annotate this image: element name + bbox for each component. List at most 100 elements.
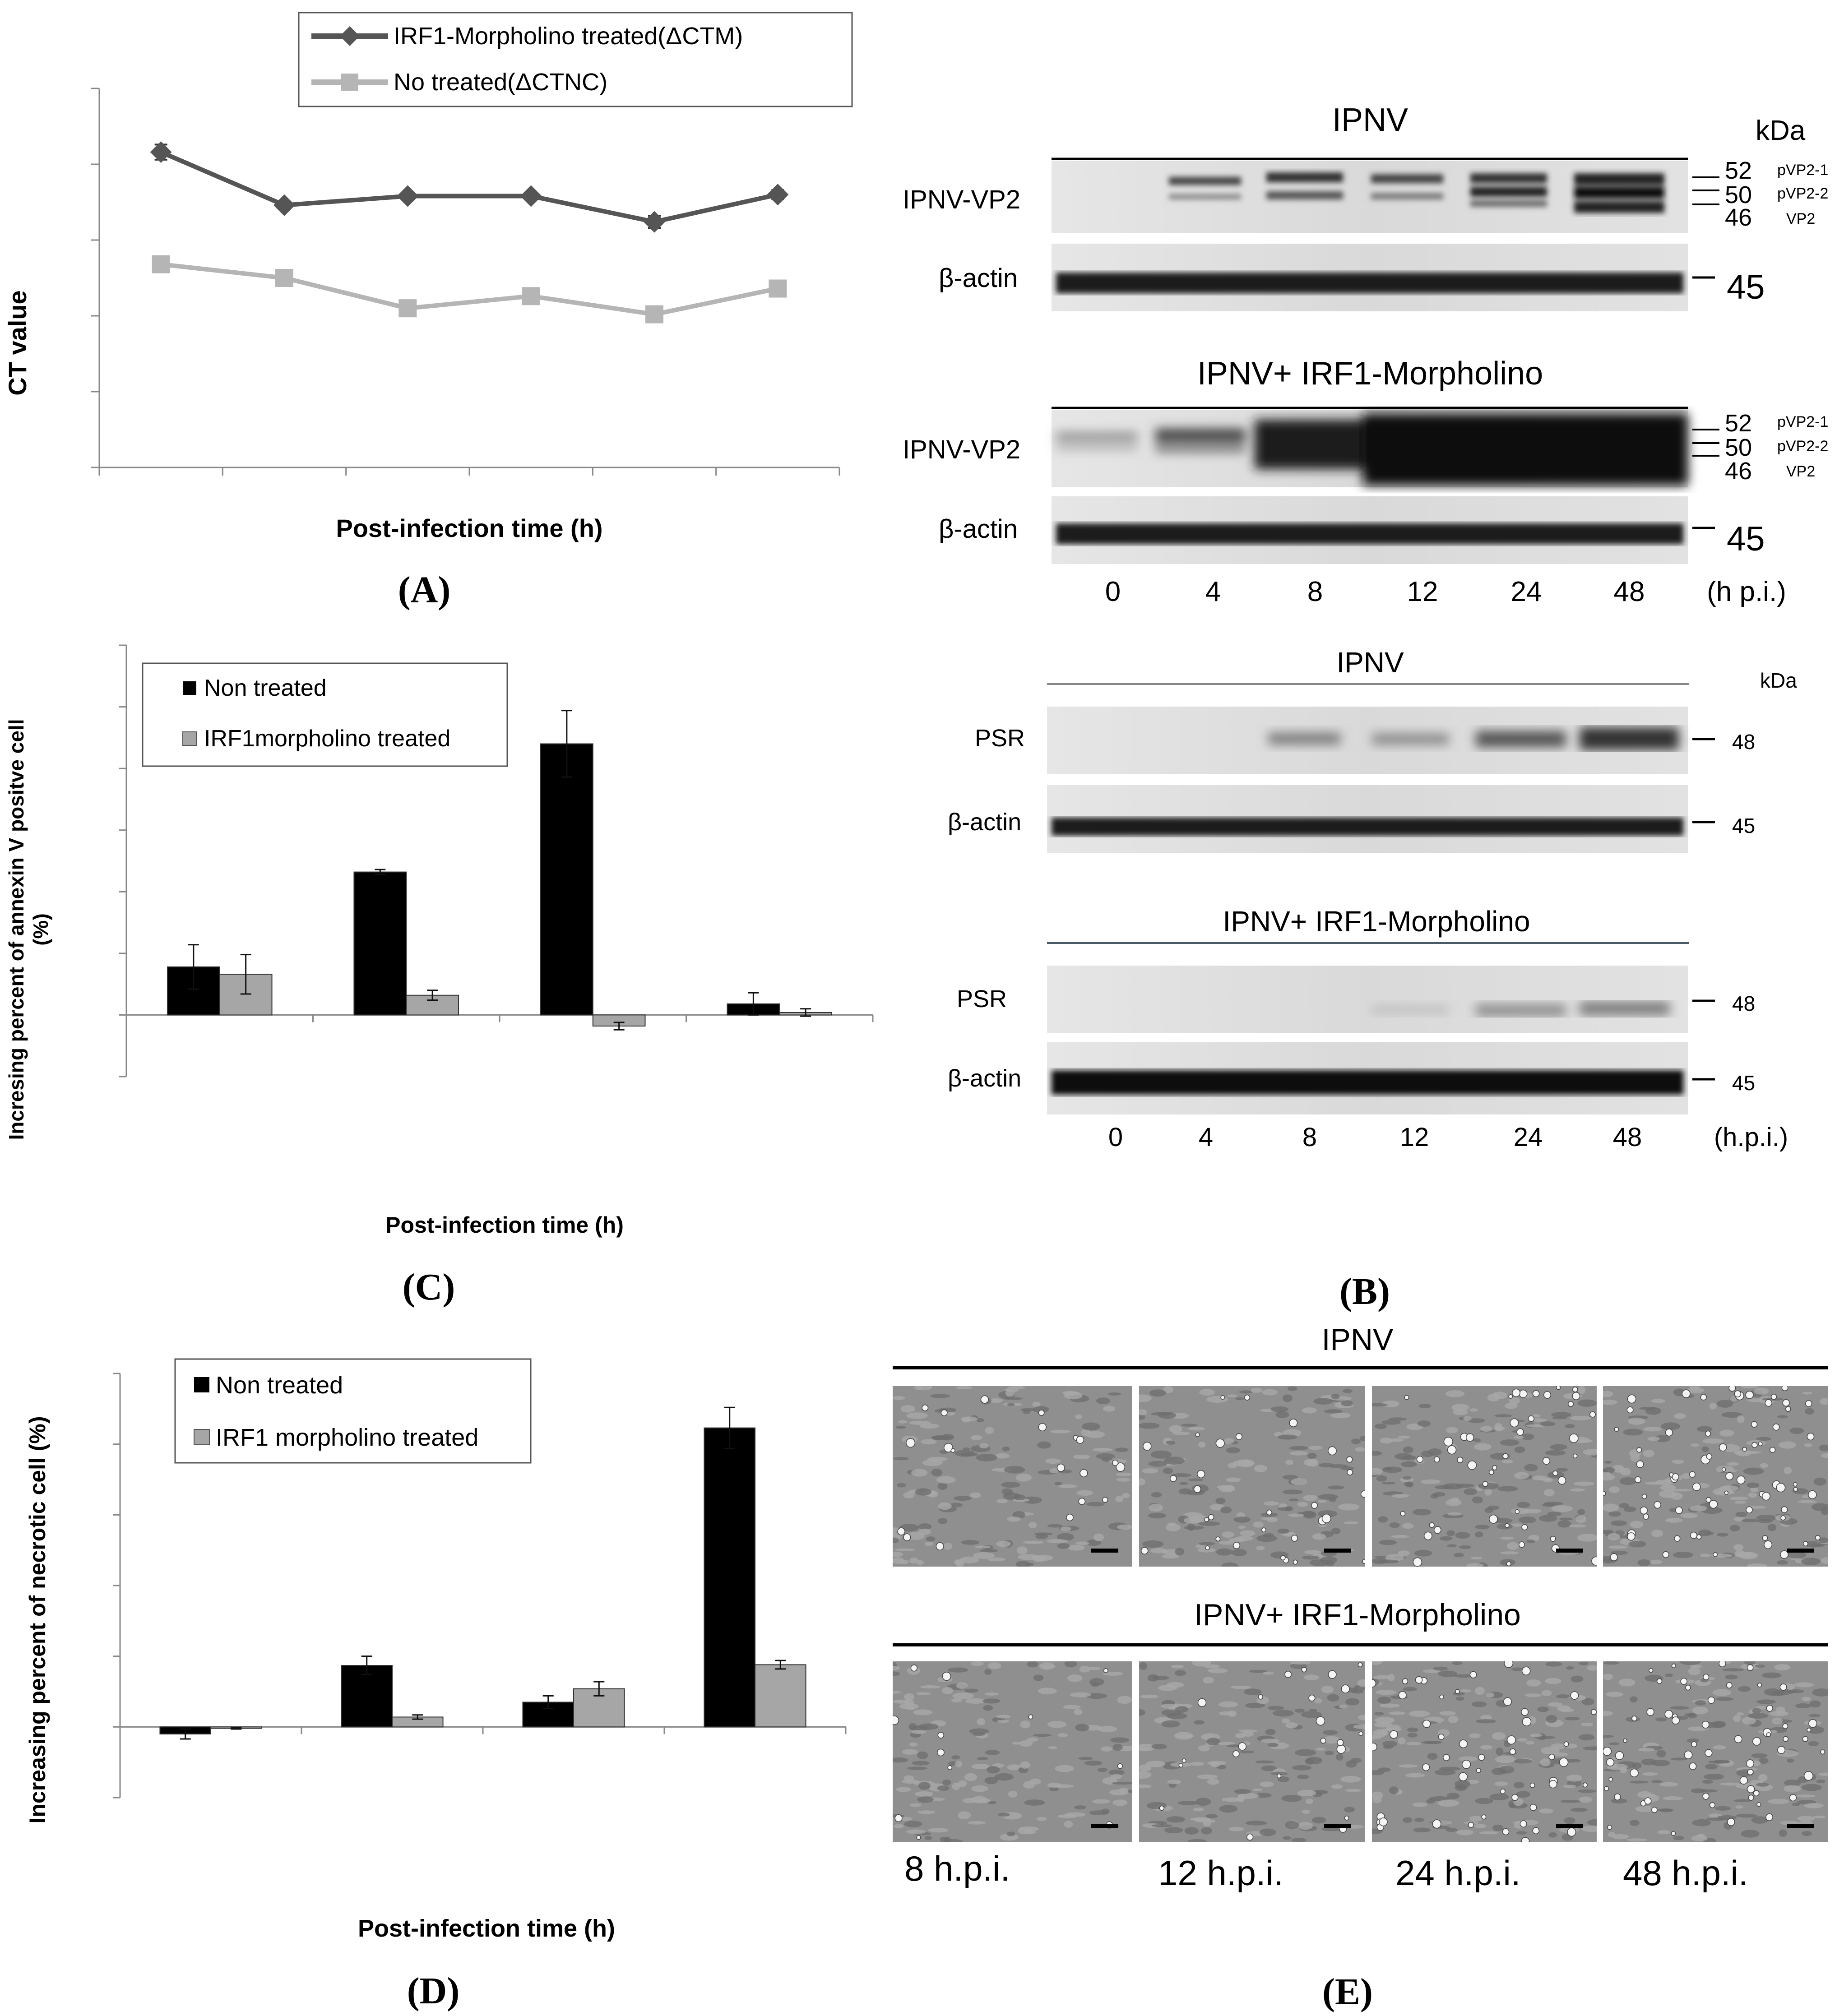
blot-4-markers: 48 45 xyxy=(1692,992,1755,1095)
cell-texture xyxy=(1139,1661,1365,1842)
blot-1-vp2-bands xyxy=(1169,172,1664,213)
svg-text:46: 46 xyxy=(1725,458,1752,485)
svg-text:4: 4 xyxy=(1199,1123,1213,1152)
svg-text:pVP2-2: pVP2-2 xyxy=(1777,185,1828,202)
micrograph-panel-e: IPNV IPNV+ IRF1-Morpholino 8 h.p.i. 12 h… xyxy=(885,1322,1844,2016)
svg-text:0: 0 xyxy=(1108,1123,1123,1152)
chart-a-series-line-1 xyxy=(160,150,778,224)
blot-2-title: IPNV+ IRF1-Morpholino xyxy=(1197,356,1543,392)
panel-label-e: (E) xyxy=(1322,1971,1373,2013)
blot-4-lane-labels: 0 4 8 12 24 48 (h.p.i.) xyxy=(1108,1123,1788,1152)
svg-text:12: 12 xyxy=(1407,576,1438,607)
chart-a-legend-box xyxy=(298,12,853,107)
panel-label-c: (C) xyxy=(403,1266,455,1308)
svg-text:VP2: VP2 xyxy=(1786,210,1815,227)
blot-3-kda-label: kDa xyxy=(1760,669,1797,692)
chart-a-point-series-2 xyxy=(152,255,170,273)
svg-text:VP2: VP2 xyxy=(1786,463,1815,480)
blot-4-title: IPNV+ IRF1-Morpholino xyxy=(1223,905,1530,938)
blot-1-title: IPNV xyxy=(1332,102,1408,138)
chart-d-bar-series-1 xyxy=(704,1427,755,1728)
chart-c-legend-label-1: Non treated xyxy=(204,675,327,701)
svg-text:45: 45 xyxy=(1732,1071,1755,1095)
chart-a-point-series-2 xyxy=(769,279,787,298)
svg-text:48: 48 xyxy=(1732,992,1755,1015)
cell-texture xyxy=(893,1386,1132,1567)
chart-a-point-series-1 xyxy=(397,185,419,207)
chart-d-legend-swatch-1 xyxy=(194,1377,209,1392)
micrograph-row-1-rule xyxy=(893,1366,1828,1369)
micrograph-time-label-1: 8 h.p.i. xyxy=(904,1849,1010,1888)
svg-text:52: 52 xyxy=(1725,410,1752,437)
blot-3-title: IPNV xyxy=(1336,646,1404,679)
svg-text:45: 45 xyxy=(1727,520,1765,558)
chart-d-y-axis-title: Increasing percent of necrotic cell (%) xyxy=(25,1416,50,1823)
chart-a-point-series-2 xyxy=(398,299,417,318)
chart-d-legend-box xyxy=(174,1358,532,1464)
panel-label-b: (B) xyxy=(1339,1271,1390,1313)
blot-1-markers: 52 50 46 pVP2-1 pVP2-2 VP2 45 xyxy=(1692,157,1828,306)
chart-a-point-series-1 xyxy=(767,184,789,206)
svg-text:52: 52 xyxy=(1725,157,1752,184)
chart-c: Non treated IRF1morpholino treated Incre… xyxy=(5,644,874,1308)
micrograph-time-label-2: 12 h.p.i. xyxy=(1158,1853,1283,1893)
chart-a-point-series-2 xyxy=(275,269,293,287)
chart-a-point-series-1 xyxy=(644,211,665,233)
micrograph-row-2-title: IPNV+ IRF1-Morpholino xyxy=(1194,1598,1521,1632)
panel-label-d: (D) xyxy=(407,1970,460,2012)
chart-a-legend-label-2: No treated(ΔCTNC) xyxy=(394,69,607,96)
svg-text:45: 45 xyxy=(1727,268,1765,306)
micrograph-tile-2-4 xyxy=(1603,1661,1828,1842)
blot-2-lane-labels: 0 4 8 12 24 48 (h p.i.) xyxy=(1105,576,1786,607)
svg-text:0: 0 xyxy=(1105,576,1121,607)
panel-label-a: (A) xyxy=(398,569,451,611)
chart-d: Non treated IRF1 morpholino treated Incr… xyxy=(25,1358,847,2012)
chart-d-legend-swatch-2 xyxy=(194,1429,210,1445)
cell-texture xyxy=(1139,1386,1365,1567)
cell-texture xyxy=(1603,1386,1828,1567)
micrograph-row-1-title: IPNV xyxy=(1321,1322,1394,1357)
svg-text:pVP2-1: pVP2-1 xyxy=(1777,162,1828,179)
chart-a-point-series-2 xyxy=(522,287,540,305)
chart-c-legend-box xyxy=(142,662,508,767)
svg-text:8: 8 xyxy=(1307,576,1323,607)
chart-a-point-series-1 xyxy=(150,141,172,163)
blot-2-vp2-bands xyxy=(1056,413,1688,486)
blot-2-actin-label: β-actin xyxy=(939,514,1018,544)
chart-c-bar-series-1 xyxy=(540,743,593,1016)
chart-a-point-series-1 xyxy=(273,194,295,216)
chart-c-legend-label-2: IRF1morpholino treated xyxy=(204,726,450,752)
micrograph-tile-2-2 xyxy=(1139,1661,1365,1842)
blot-4-psr-membrane xyxy=(1047,966,1688,1033)
chart-a-x-axis-title: Post-infection time (h) xyxy=(336,514,602,542)
chart-d-legend-label-2: IRF1 morpholino treated xyxy=(216,1424,478,1451)
svg-text:4: 4 xyxy=(1205,576,1221,607)
chart-a-series-line-2 xyxy=(161,262,778,317)
chart-a-legend-marker-2 xyxy=(341,74,358,91)
chart-d-bar-series-1 xyxy=(341,1665,393,1728)
micrograph-tile-1-4 xyxy=(1603,1386,1828,1567)
blot-2-vp2-label: IPNV-VP2 xyxy=(903,435,1020,464)
svg-text:48: 48 xyxy=(1614,576,1645,607)
micrograph-row-2-rule xyxy=(893,1643,1828,1646)
chart-c-y-axis-title-line-1: Incresing percent of annexin V positve c… xyxy=(5,719,28,1140)
svg-text:50: 50 xyxy=(1725,434,1752,461)
blot-4-psr-bands xyxy=(1372,1002,1670,1016)
blot-1-actin-bands xyxy=(1056,273,1683,293)
svg-text:pVP2-1: pVP2-1 xyxy=(1777,413,1828,430)
blot-3-psr-bands xyxy=(1268,727,1679,750)
blot-3-psr-label: PSR xyxy=(975,725,1025,752)
micrograph-tile-2-1 xyxy=(893,1661,1132,1842)
svg-text:(h.p.i.): (h.p.i.) xyxy=(1714,1123,1788,1152)
chart-c-bar-series-1 xyxy=(353,871,407,1016)
chart-c-y-axis-title-line-2: (%) xyxy=(29,913,52,946)
chart-a: IRF1-Morpholino treated(ΔCTM) No treated… xyxy=(3,12,853,611)
chart-a-point-series-1 xyxy=(520,185,542,207)
blot-4-psr-label: PSR xyxy=(957,985,1007,1013)
cell-texture xyxy=(1372,1661,1597,1842)
western-blot-panel-b: IPNV kDa IPNV-VP2 β-actin 52 50 46 pVP2-… xyxy=(903,102,1828,1313)
blot-4-actin-bands xyxy=(1052,1070,1683,1095)
blot-3-actin-bands xyxy=(1052,818,1683,836)
chart-d-x-axis-title: Post-infection time (h) xyxy=(358,1915,615,1942)
chart-c-legend-swatch-1 xyxy=(183,681,196,695)
